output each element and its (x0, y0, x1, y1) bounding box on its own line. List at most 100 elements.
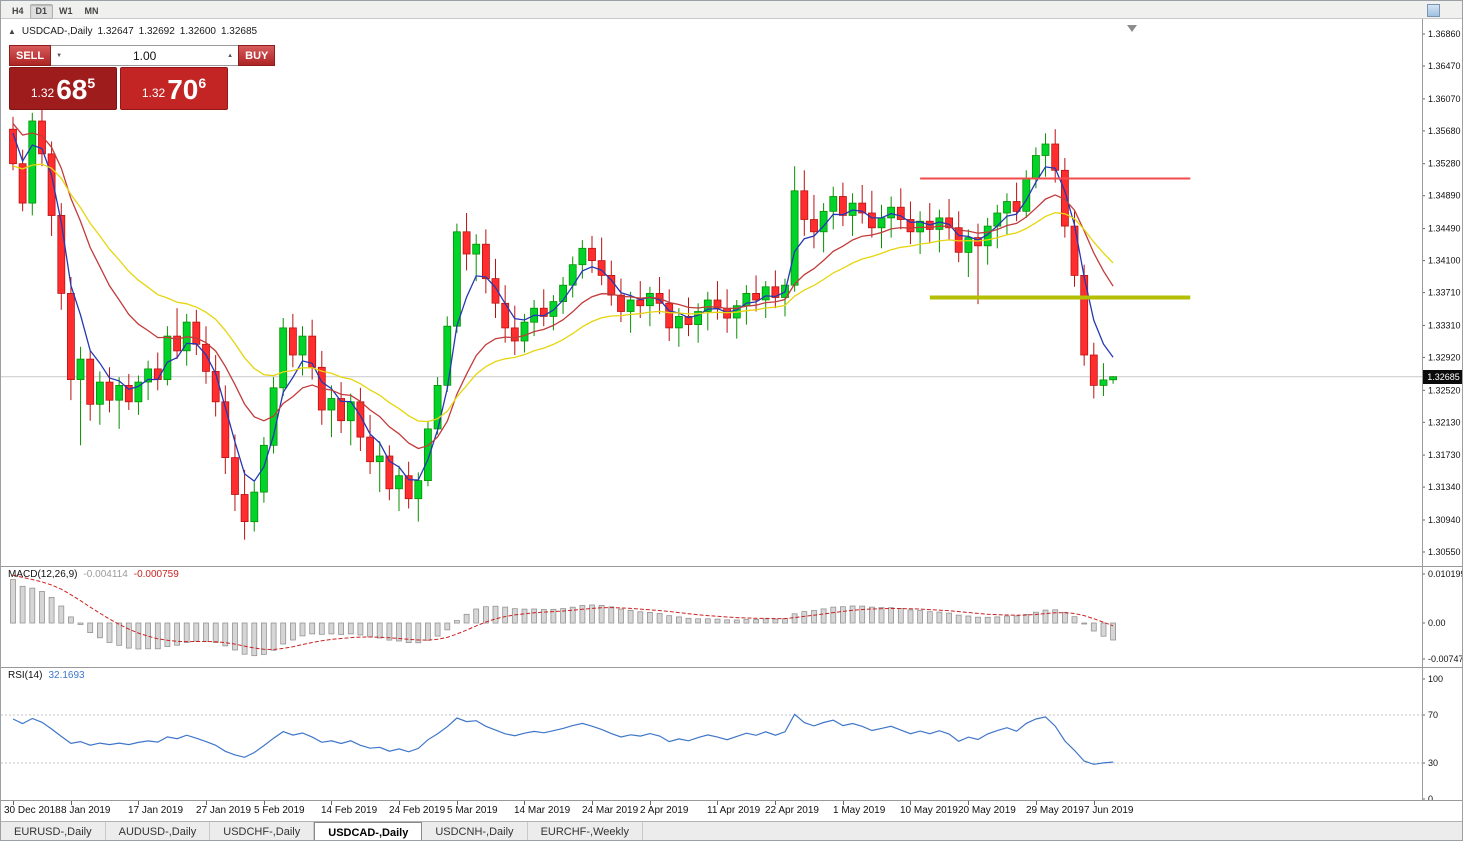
price-axis-label: 1.30940 (1428, 515, 1461, 525)
macd-main-value: -0.004114 (83, 569, 128, 580)
chart-header: ▲ USDCAD-,Daily 1.32647 1.32692 1.32600 … (8, 26, 257, 37)
rsi-axis-label: 0 (1428, 794, 1433, 801)
timeframe-button-mn[interactable]: MN (79, 4, 105, 19)
timeframe-button-d1[interactable]: D1 (29, 3, 54, 19)
macd-name-label: MACD(12,26,9) (8, 569, 78, 580)
date-tick (1036, 801, 1037, 805)
date-axis-label: 11 Apr 2019 (707, 805, 761, 816)
volume-input[interactable] (67, 46, 223, 65)
date-axis-label: 30 Dec 2018 (4, 805, 61, 816)
volume-increase-icon[interactable]: ▲ (222, 46, 239, 65)
chart-tab-audusddaily[interactable]: AUDUSD-,Daily (106, 822, 211, 840)
date-tick (206, 801, 207, 805)
chart-tab-usdchfdaily[interactable]: USDCHF-,Daily (210, 822, 315, 840)
price-axis[interactable]: 1.36860 1.36470 1.36070 1.35680 1.35280 1.348… (1422, 29, 1461, 557)
price-axis-label: 1.32130 (1428, 417, 1461, 427)
rsi-line (12, 713, 1114, 765)
chart-symbol-label: USDCAD-,Daily (21, 26, 93, 37)
candlestick-series (9, 108, 1117, 540)
timeframe-buttons: H4 D1 W1 MN (6, 1, 105, 19)
price-axis-label: 1.31730 (1428, 450, 1461, 460)
date-axis-label: 10 May 2019 (900, 805, 958, 816)
chart-tab-eurusddaily[interactable]: EURUSD-,Daily (1, 822, 106, 840)
rsi-panel[interactable]: 100 70 30 0 (1, 667, 1463, 801)
chart-tab-bar: EURUSD-,Daily AUDUSD-,Daily USDCHF-,Daily U… (1, 821, 1462, 840)
date-tick (524, 801, 525, 805)
buy-price-display[interactable]: 1.32 70 6 (120, 67, 228, 110)
price-axis-label: 1.32920 (1428, 352, 1461, 362)
date-tick (910, 801, 911, 805)
date-axis-label: 22 Apr 2019 (765, 805, 819, 816)
ma-fast-line (12, 132, 1114, 483)
macd-histogram (10, 579, 1116, 657)
date-axis-label: 8 Jan 2019 (61, 805, 111, 816)
rsi-panel-separator[interactable] (1, 667, 1462, 668)
price-axis-border[interactable] (1422, 19, 1423, 801)
date-axis-label: 14 Feb 2019 (321, 805, 378, 816)
date-axis-label: 27 Jan 2019 (196, 805, 252, 816)
date-axis[interactable]: 30 Dec 2018 8 Jan 2019 17 Jan 2019 27 Jan 2… (1, 801, 1462, 821)
rsi-value: 32.1693 (48, 670, 85, 681)
chart-window-icon[interactable] (1427, 4, 1440, 17)
date-axis-label: 24 Feb 2019 (389, 805, 446, 816)
chart-tab-eurchfweekly[interactable]: EURCHF-,Weekly (528, 822, 643, 840)
price-axis-label: 1.35680 (1428, 126, 1461, 136)
date-axis-label: 14 Mar 2019 (514, 805, 571, 816)
price-axis-label: 1.34490 (1428, 224, 1461, 234)
timeframe-button-h4[interactable]: H4 (6, 4, 30, 19)
buy-price-prefix: 1.32 (141, 86, 166, 100)
macd-title: MACD(12,26,9) -0.004114 -0.000759 (8, 569, 179, 580)
macd-axis-label: 0.00 (1428, 618, 1446, 628)
date-tick (1094, 801, 1095, 805)
ma-medium-line (12, 123, 1114, 450)
price-axis-label: 1.35280 (1428, 159, 1461, 169)
buy-button[interactable]: BUY (238, 45, 276, 66)
macd-signal-line (12, 574, 1114, 651)
price-axis-label: 1.34100 (1428, 256, 1461, 266)
date-tick (331, 801, 332, 805)
price-axis-label: 1.31340 (1428, 482, 1461, 492)
date-axis-label: 5 Mar 2019 (447, 805, 498, 816)
volume-stepper: ▼ ▲ (51, 45, 239, 66)
date-axis-label: 7 Jun 2019 (1084, 805, 1134, 816)
chart-tab-usdcnhdaily[interactable]: USDCNH-,Daily (422, 822, 528, 840)
macd-panel[interactable]: 0.010199 0.00 -0.007476 (1, 566, 1463, 668)
date-axis-label: 1 May 2019 (833, 805, 886, 816)
rsi-axis-label: 70 (1428, 710, 1438, 720)
date-tick (717, 801, 718, 805)
sell-price-big: 68 (56, 74, 88, 105)
date-tick (968, 801, 969, 805)
sell-price-display[interactable]: 1.32 68 5 (9, 67, 117, 110)
bar-close-value: 1.32685 (220, 26, 258, 37)
price-axis-label: 1.30550 (1428, 547, 1461, 557)
sell-button[interactable]: SELL (9, 45, 52, 66)
date-axis-label: 5 Feb 2019 (254, 805, 305, 816)
macd-panel-separator[interactable] (1, 566, 1462, 567)
bar-high-value: 1.32692 (138, 26, 175, 37)
date-tick (71, 801, 72, 805)
volume-decrease-icon[interactable]: ▼ (51, 46, 68, 65)
date-axis-label: 17 Jan 2019 (128, 805, 184, 816)
rsi-name-label: RSI(14) (8, 670, 43, 681)
macd-signal-value: -0.000759 (133, 569, 179, 580)
chart-shift-icon[interactable] (1127, 25, 1137, 32)
timeframe-toolbar: H4 D1 W1 MN (1, 1, 1462, 19)
date-tick (592, 801, 593, 805)
buy-price-pip: 6 (198, 75, 207, 91)
macd-axis-label: 0.010199 (1428, 569, 1463, 579)
bar-low-value: 1.32600 (179, 26, 216, 37)
date-tick (13, 801, 14, 805)
price-axis-label: 1.33310 (1428, 320, 1461, 330)
date-tick (843, 801, 844, 805)
date-tick (775, 801, 776, 805)
date-tick (457, 801, 458, 805)
date-axis-label: 2 Apr 2019 (640, 805, 689, 816)
timeframe-button-w1[interactable]: W1 (53, 4, 79, 19)
one-click-collapse-icon[interactable]: ▲ (8, 27, 16, 36)
date-axis-separator (1, 800, 1462, 801)
date-axis-label: 24 Mar 2019 (582, 805, 639, 816)
chart-tab-usdcaddaily[interactable]: USDCAD-,Daily (314, 822, 423, 840)
date-tick (399, 801, 400, 805)
main-price-chart[interactable]: 1.36860 1.36470 1.36070 1.35680 1.35280 1.348… (1, 19, 1463, 566)
